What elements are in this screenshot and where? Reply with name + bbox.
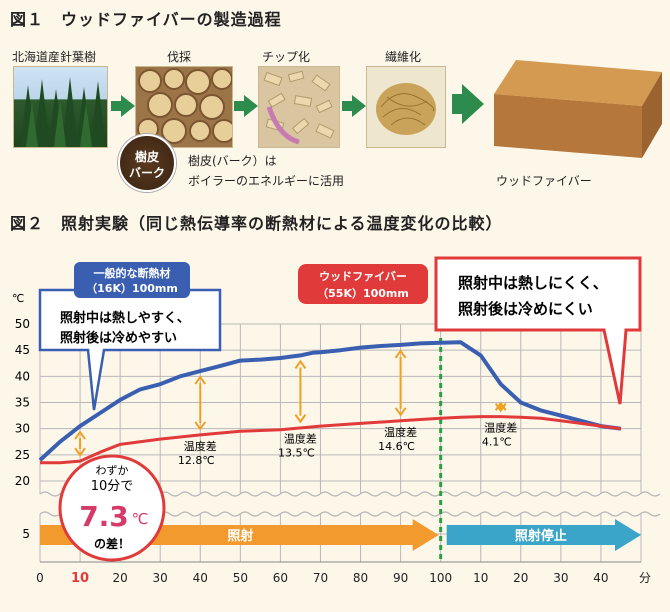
- x-tick-label: 30: [553, 571, 568, 585]
- figure2-title: 図２ 照射実験（同じ熱伝導率の断熱材による温度変化の比較）: [10, 214, 503, 233]
- badge-value: 7.3: [79, 500, 129, 533]
- diff-arrow-head-up: [294, 359, 307, 369]
- process-arrow-3: [342, 95, 366, 117]
- y-tick-label: 30: [15, 422, 30, 436]
- callout-wood-spec: （55K）100mm: [317, 287, 409, 300]
- diff-arrow-head-up: [74, 430, 86, 440]
- callout-general-text1: 照射中は熱しやすく、: [60, 310, 190, 326]
- y-tick-label: 40: [15, 369, 30, 383]
- phase-label-stopped: 照射停止: [515, 528, 567, 544]
- x-tick-label: 90: [393, 571, 408, 585]
- badge-line1: わずか: [96, 464, 129, 477]
- y-tick-label: 25: [15, 448, 30, 462]
- callout-wood-label: ウッドファイバー （55K）100mm: [298, 264, 428, 304]
- x-tick-label: 60: [273, 571, 288, 585]
- forest-image: [13, 66, 108, 148]
- bark-badge-line2: バーク: [128, 166, 165, 180]
- y-tick-label: 20: [15, 474, 30, 488]
- x-tick-label: 10: [473, 571, 488, 585]
- x-tick-label: 40: [193, 571, 208, 585]
- series-line-general: [38, 340, 622, 462]
- diff-label-title: 温度差: [284, 432, 317, 446]
- callout-general-text2: 照射後は冷めやすい: [60, 330, 177, 346]
- callout-general-title: 一般的な断熱材: [94, 266, 171, 280]
- difference-badge: わずか 10分で 7.3 ℃ の差！: [58, 454, 166, 562]
- y-axis-unit: ℃: [12, 292, 24, 305]
- diff-arrow-head-up: [394, 349, 407, 359]
- phase-arrow-stopped: [446, 519, 641, 551]
- step-label-logging: 伐採: [167, 50, 192, 64]
- y-tick-label: 35: [15, 396, 30, 410]
- diff-arrow-head-up: [194, 375, 207, 385]
- step-label-fiberizing: 繊維化: [385, 50, 422, 64]
- x-tick-label: 0: [36, 571, 44, 585]
- process-arrow-1: [111, 95, 135, 117]
- diff-arrow-head-down: [74, 447, 86, 457]
- phase-label-irradiation: 照射: [227, 528, 253, 544]
- badge-unit: ℃: [132, 510, 149, 528]
- y-tick-label: 45: [15, 343, 30, 357]
- diff-arrow-head-down: [294, 414, 307, 424]
- diff-arrow-head-down: [494, 403, 507, 413]
- callout-general: 一般的な断熱材 （16K）100mm 照射中は熱しやすく、 照射後は冷めやすい: [38, 262, 222, 411]
- diff-arrow-head-down: [394, 407, 407, 417]
- figure1-title: 図１ ウッドファイバーの製造過程: [10, 10, 282, 29]
- diff-label-value: 4.1℃: [482, 436, 512, 449]
- diff-label-value: 13.5℃: [278, 447, 315, 460]
- chips-image: [258, 66, 340, 148]
- bark-badge-line1: 樹皮: [134, 150, 159, 164]
- x-tick-label: 40: [593, 571, 608, 585]
- fiber-image: [366, 66, 446, 148]
- callout-general-spec: （16K）100mm: [86, 282, 178, 295]
- badge-line2: 10分で: [91, 479, 134, 494]
- x-tick-label: 100: [429, 571, 452, 585]
- axis-ticks: 5 20 25 30 35 40 45 50 0 10 20 30 40 50 60 70 80 90 100 10 2…: [15, 317, 651, 586]
- callout-wood-text1: 照射中は熱しにくく、: [458, 274, 608, 292]
- axis-break-band: [38, 494, 643, 514]
- process-arrow-big: [462, 84, 484, 124]
- callout-wood-title: ウッドファイバー: [319, 270, 407, 283]
- bark-badge: 樹皮 バーク: [118, 134, 176, 192]
- x-tick-label: 20: [112, 571, 127, 585]
- callout-wood: 照射中は熱しにくく、 照射後は冷めにくい: [434, 256, 642, 405]
- x-tick-label: 20: [513, 571, 528, 585]
- x-tick-label: 分: [639, 571, 651, 585]
- step-label-forest: 北海道産針葉樹: [12, 50, 97, 64]
- series-line-wood: [40, 415, 622, 465]
- diff-label-title: 温度差: [384, 425, 417, 439]
- product-label: ウッドファイバー: [496, 174, 592, 188]
- diff-label-value: 12.8℃: [178, 454, 215, 467]
- y-tick-label: 50: [15, 317, 30, 331]
- badge-line3: の差！: [94, 536, 130, 551]
- diff-label-title: 温度差: [484, 421, 517, 435]
- bark-note-line2: ボイラーのエネルギーに活用: [188, 174, 345, 188]
- y-tick-label: 5: [22, 527, 30, 541]
- series-lines: [38, 340, 622, 465]
- x-tick-label: 70: [313, 571, 328, 585]
- bark-note-line1: 樹皮(バーク）は: [188, 154, 277, 168]
- diff-label-title: 温度差: [184, 439, 217, 453]
- x-tick-label: 80: [353, 571, 368, 585]
- x-tick-label: 10: [71, 571, 89, 586]
- process-arrow-2: [234, 95, 258, 117]
- x-tick-label: 30: [153, 571, 168, 585]
- diff-label-value: 14.6℃: [378, 440, 415, 453]
- diff-arrow-head-down: [194, 421, 207, 431]
- wood-fiber-board-image: [494, 60, 662, 158]
- diff-arrow-head-up: [494, 401, 507, 411]
- process-arrow-big-stem: [452, 94, 464, 114]
- x-tick-label: 50: [233, 571, 248, 585]
- step-label-chipping: チップ化: [262, 50, 311, 64]
- callout-wood-text2: 照射後は冷めにくい: [458, 300, 593, 318]
